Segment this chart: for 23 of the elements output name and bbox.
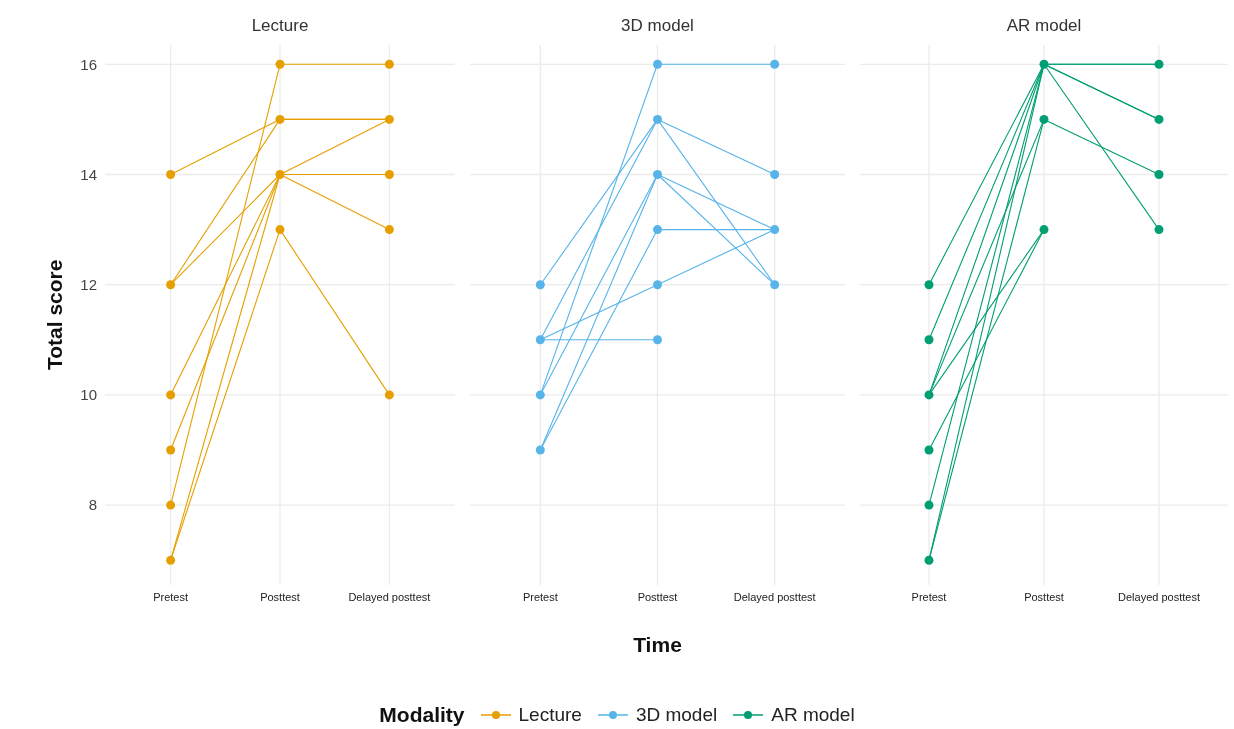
- y-tick-label: 10: [80, 386, 97, 404]
- legend-title: Modality: [379, 703, 465, 727]
- x-tick-label: Pretest: [522, 590, 558, 603]
- x-tick-label: Posttest: [1024, 590, 1064, 603]
- y-axis-title: Total score: [43, 259, 67, 370]
- chart-title: AR model: [1005, 16, 1083, 36]
- x-axis-title: Time: [632, 633, 683, 657]
- chart-title: Lecture: [250, 16, 310, 36]
- legend-label: Lecture: [518, 704, 582, 726]
- x-tick-label: Posttest: [260, 590, 300, 603]
- x-tick-label: Delayed posttest: [348, 590, 431, 603]
- legend-label: 3D model: [635, 704, 718, 726]
- x-tick-label: Delayed posttest: [733, 590, 816, 603]
- legend-label: AR model: [771, 704, 855, 726]
- x-tick-label: Posttest: [637, 590, 678, 603]
- y-tick-label: 12: [80, 276, 97, 294]
- y-tick-label: 16: [80, 55, 97, 73]
- chart-title: 3D model: [620, 16, 695, 36]
- x-tick-label: Pretest: [911, 590, 947, 603]
- y-tick-label: 14: [80, 165, 97, 183]
- x-tick-label: Delayed posttest: [1118, 590, 1200, 603]
- x-tick-label: Pretest: [153, 590, 189, 603]
- y-tick-label: 8: [88, 496, 97, 514]
